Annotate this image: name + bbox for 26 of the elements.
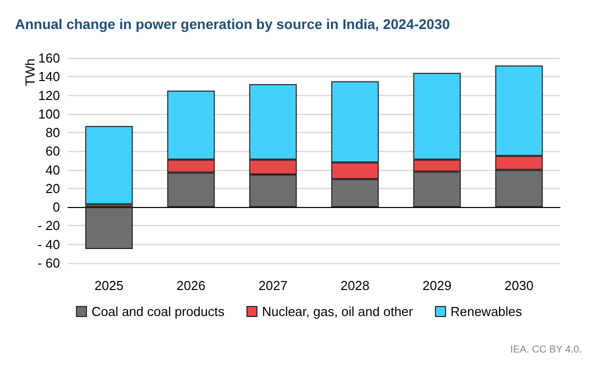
bar xyxy=(85,126,133,204)
y-tick-label: 40 xyxy=(46,162,60,178)
x-tick-label: 2029 xyxy=(422,278,452,293)
chart-title: Annual change in power generation by source in India, 2024-2030 xyxy=(15,16,450,32)
y-tick-label: - 40 xyxy=(38,236,60,252)
y-tick-label: 80 xyxy=(46,125,60,140)
legend-label: Renewables xyxy=(450,304,523,319)
y-tick-label: 160 xyxy=(38,50,60,66)
x-tick-label: 2028 xyxy=(340,278,370,293)
x-tick-label: 2030 xyxy=(504,278,534,293)
y-tick-label: 120 xyxy=(38,88,60,103)
y-tick-label: 100 xyxy=(38,106,60,122)
text: IEA. CC BY 4.0. xyxy=(510,344,582,356)
y-tick-label: 140 xyxy=(38,69,60,84)
y-tick-label: - 60 xyxy=(38,256,60,270)
bar xyxy=(85,207,133,250)
legend-label: Nuclear, gas, oil and other xyxy=(262,304,414,319)
x-tick-label: 2025 xyxy=(94,278,124,293)
y-tick-label: 20 xyxy=(46,180,60,196)
y-tick-label: 60 xyxy=(46,144,60,159)
x-tick-label: 2026 xyxy=(176,278,206,293)
y-tick-label: 0 xyxy=(52,200,60,215)
y-axis-title: TWh xyxy=(22,58,38,86)
x-tick-label: 2027 xyxy=(258,278,288,293)
legend-label: Coal and coal products xyxy=(91,304,225,319)
y-tick-label: - 20 xyxy=(38,218,60,234)
